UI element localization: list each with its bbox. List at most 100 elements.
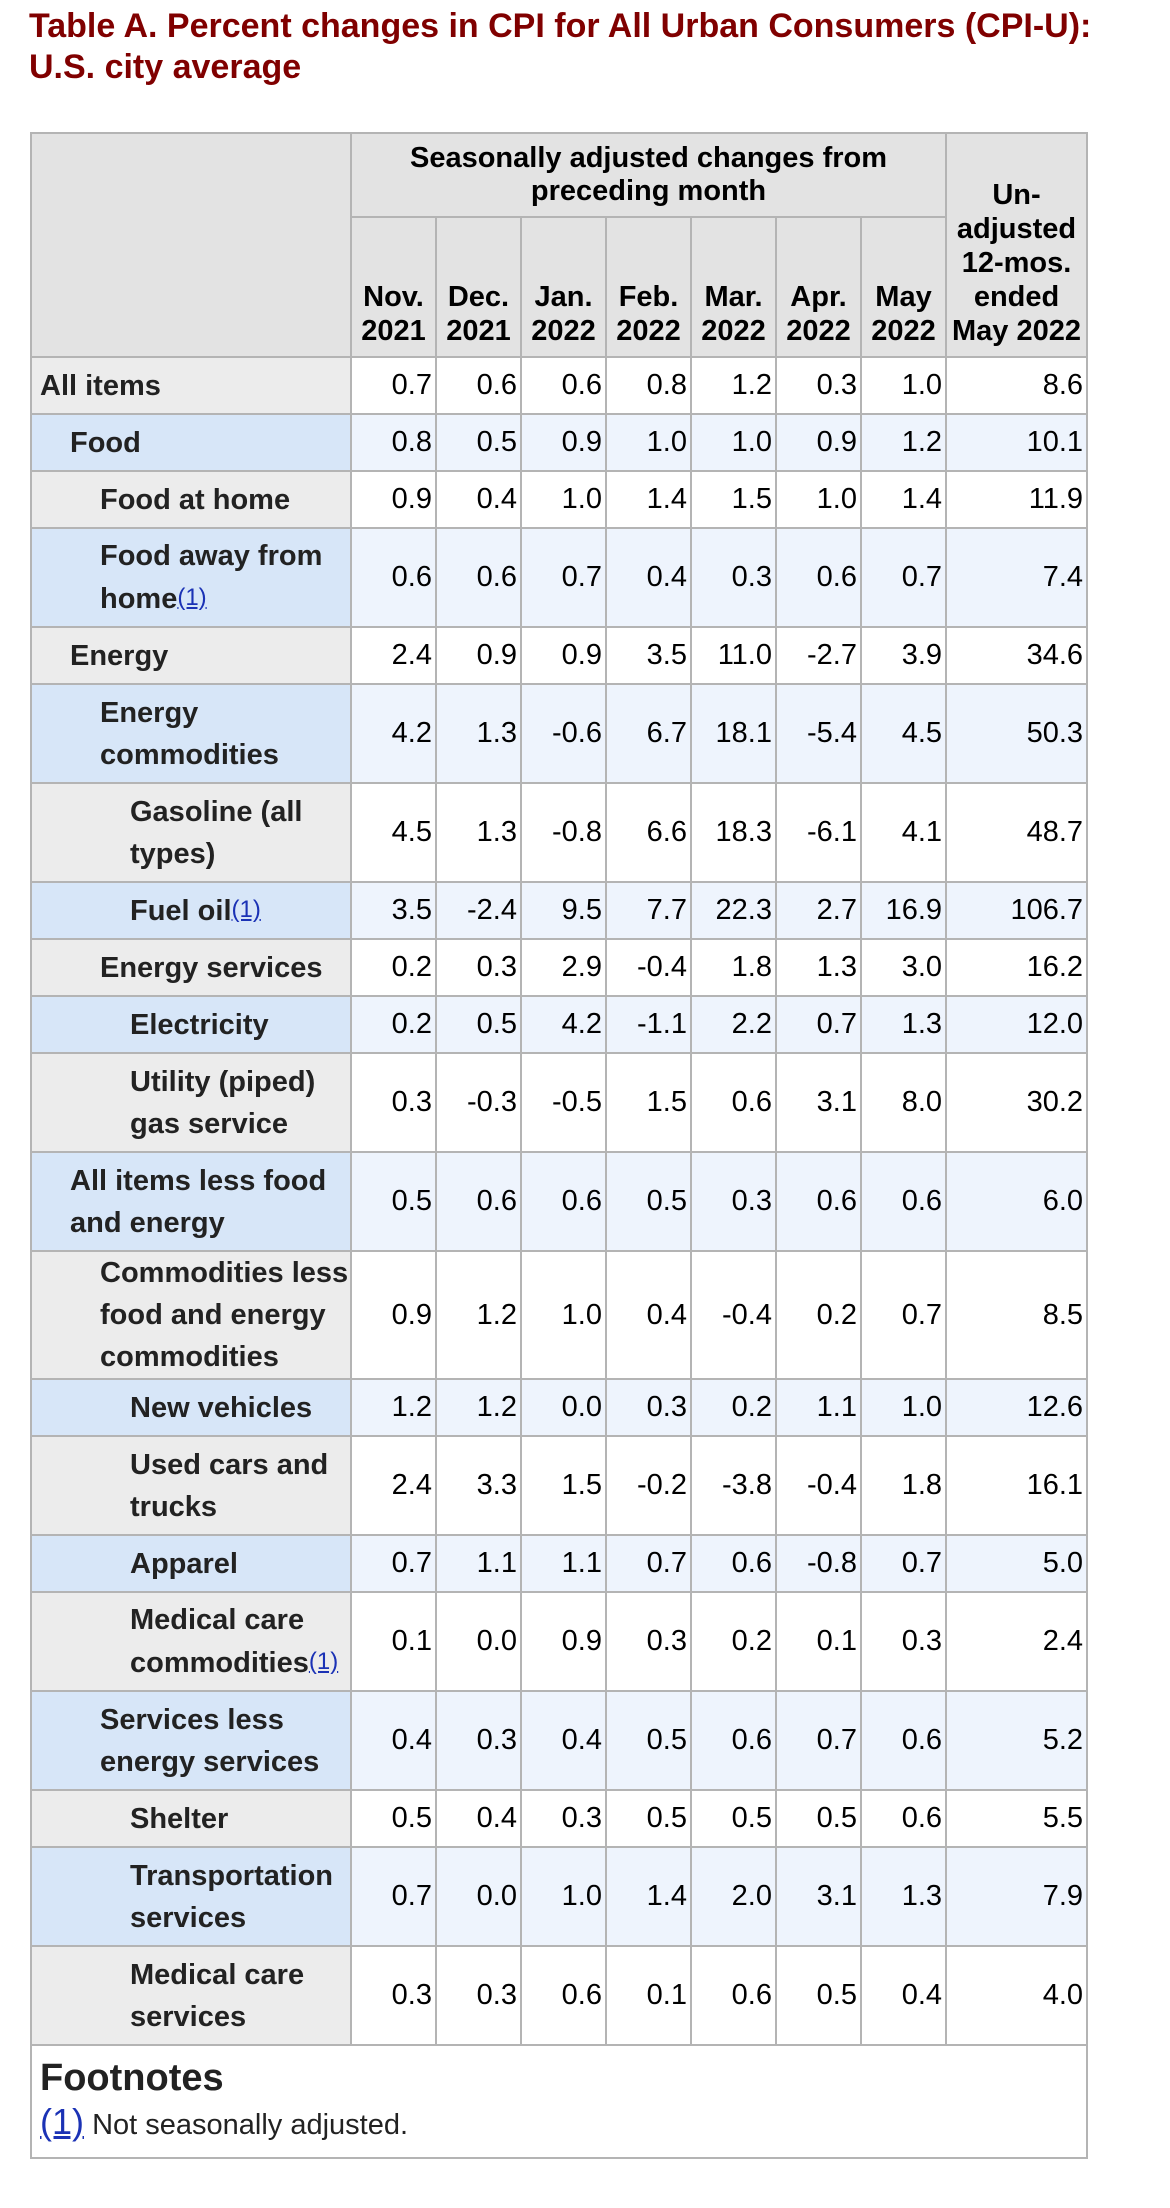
value-cell: 18.1 <box>690 683 777 784</box>
row-label-text: Transportation services <box>130 1859 334 1934</box>
row-label-text: All items <box>40 369 161 402</box>
table-row: Transportation services 0.7 0.0 1.0 1.4 2.0 3.… <box>30 1846 1089 1947</box>
value-cell: 0.2 <box>690 1378 777 1437</box>
unadjusted-value-cell: 5.2 <box>945 1690 1089 1791</box>
row-label: Energy services <box>30 938 352 997</box>
value-cell: 0.3 <box>350 1945 437 2046</box>
value-cell: 1.3 <box>435 683 522 784</box>
table-row: Services less energy services 0.4 0.3 0.4 0.… <box>30 1690 1089 1791</box>
value-cell: -0.6 <box>520 683 607 784</box>
unadjusted-value-cell: 10.1 <box>945 413 1089 472</box>
value-cell: 2.4 <box>350 626 437 685</box>
value-cell: 11.0 <box>690 626 777 685</box>
unadjusted-column-header: Un- adjusted 12-mos. ended May 2022 <box>945 132 1089 358</box>
value-cell: 0.7 <box>350 1846 437 1947</box>
unadjusted-value-cell: 12.6 <box>945 1378 1089 1437</box>
table-title: Table A. Percent changes in CPI for All … <box>29 7 1092 86</box>
row-label-text: Used cars and trucks <box>130 1448 329 1523</box>
row-label: Energy <box>30 626 352 685</box>
value-cell: 0.9 <box>520 413 607 472</box>
footnotes-section: Footnotes (1) Not seasonally adjusted. <box>29 2044 1089 2159</box>
row-label: New vehicles <box>30 1378 352 1437</box>
unadjusted-value-cell: 8.5 <box>945 1250 1089 1380</box>
value-cell: 0.0 <box>435 1846 522 1947</box>
footnote-marker-link[interactable]: (1) <box>40 2101 84 2142</box>
value-cell: 0.3 <box>435 938 522 997</box>
row-label: Food <box>30 413 352 472</box>
value-cell: 0.6 <box>690 1052 777 1153</box>
row-label-text: Food at home <box>100 483 291 516</box>
value-cell: -0.4 <box>775 1435 862 1536</box>
value-cell: 0.2 <box>690 1591 777 1692</box>
table-row: Gasoline (all types) 4.5 1.3 -0.8 6.6 18.3 -6.… <box>30 782 1089 883</box>
month-label: May <box>875 281 932 313</box>
unadjusted-value-cell: 30.2 <box>945 1052 1089 1153</box>
value-cell: 0.5 <box>775 1945 862 2046</box>
table-row: Commodities less food and energy commodi… <box>30 1250 1089 1380</box>
value-cell: 0.4 <box>435 1789 522 1848</box>
value-cell: 0.7 <box>520 527 607 628</box>
month-column-header: May 2022 <box>859 216 948 358</box>
value-cell: 0.1 <box>775 1591 862 1692</box>
value-cell: 1.5 <box>605 1052 692 1153</box>
value-cell: -0.4 <box>690 1250 777 1380</box>
value-cell: 1.0 <box>520 1846 607 1947</box>
footnote-ref-link[interactable]: (1) <box>308 1648 339 1675</box>
value-cell: 0.6 <box>520 356 607 415</box>
row-label: Food away from home(1) <box>30 527 352 628</box>
value-cell: 1.0 <box>859 1378 948 1437</box>
value-cell: 2.0 <box>690 1846 777 1947</box>
value-cell: 3.5 <box>350 881 437 940</box>
value-cell: 0.3 <box>690 1151 777 1252</box>
unadjusted-value-cell: 2.4 <box>945 1591 1089 1692</box>
table-row: Fuel oil(1) 3.5 -2.4 9.5 7.7 22.3 2.7 16.9 106.7 <box>30 881 1089 940</box>
row-label: Food at home <box>30 470 352 529</box>
row-label: Transportation services <box>30 1846 352 1947</box>
value-cell: -1.1 <box>605 995 692 1054</box>
month-column-header: Mar. 2022 <box>690 216 777 358</box>
value-cell: 1.1 <box>520 1534 607 1593</box>
unadjusted-value-cell: 16.1 <box>945 1435 1089 1536</box>
value-cell: 0.5 <box>435 413 522 472</box>
footnote-ref-link[interactable]: (1) <box>231 896 261 923</box>
value-cell: 1.1 <box>775 1378 862 1437</box>
row-label: Fuel oil(1) <box>30 881 352 940</box>
row-label-text: Shelter <box>130 1802 229 1835</box>
value-cell: 1.3 <box>435 782 522 883</box>
value-cell: 2.2 <box>690 995 777 1054</box>
value-cell: 1.8 <box>859 1435 948 1536</box>
value-cell: 4.1 <box>859 782 948 883</box>
value-cell: 2.4 <box>350 1435 437 1536</box>
value-cell: 1.1 <box>435 1534 522 1593</box>
month-column-header: Jan. 2022 <box>520 216 607 358</box>
value-cell: 0.6 <box>690 1534 777 1593</box>
unadjusted-value-cell: 11.9 <box>945 470 1089 529</box>
value-cell: -5.4 <box>775 683 862 784</box>
month-column-header: Apr. 2022 <box>775 216 862 358</box>
value-cell: -2.7 <box>775 626 862 685</box>
unadjusted-value-cell: 7.4 <box>945 527 1089 628</box>
value-cell: 0.4 <box>520 1690 607 1791</box>
value-cell: -0.5 <box>520 1052 607 1153</box>
unadjusted-value-cell: 12.0 <box>945 995 1089 1054</box>
value-cell: 0.5 <box>605 1151 692 1252</box>
value-cell: 0.9 <box>775 413 862 472</box>
row-label: Apparel <box>30 1534 352 1593</box>
row-label: All items less food and energy <box>30 1151 352 1252</box>
value-cell: 1.2 <box>690 356 777 415</box>
month-label: Feb. <box>618 281 679 313</box>
value-cell: 0.2 <box>350 938 437 997</box>
year-label: 2022 <box>786 315 851 347</box>
value-cell: 3.3 <box>435 1435 522 1536</box>
value-cell: 0.4 <box>605 1250 692 1380</box>
value-cell: 0.6 <box>775 1151 862 1252</box>
value-cell: 2.7 <box>775 881 862 940</box>
value-cell: 8.0 <box>859 1052 948 1153</box>
footnote-ref-link[interactable]: (1) <box>177 584 207 611</box>
value-cell: 4.5 <box>859 683 948 784</box>
row-label-text: Energy <box>70 639 169 672</box>
value-cell: 2.9 <box>520 938 607 997</box>
month-label: Nov. <box>363 281 424 313</box>
value-cell: 1.3 <box>859 995 948 1054</box>
month-header-row: Nov. 2021 Dec. 2021 Jan. 2022 Feb. 2022 Mar. 2022… <box>31 216 1087 358</box>
